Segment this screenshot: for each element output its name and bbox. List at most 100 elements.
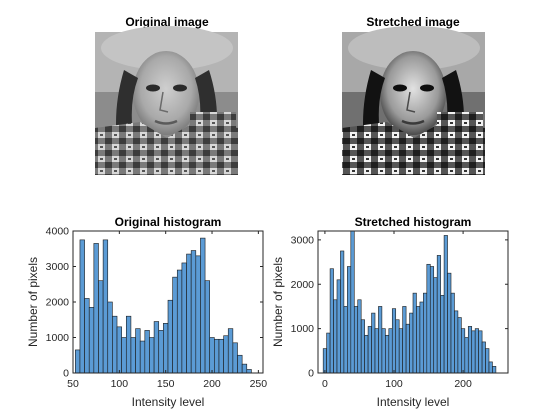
original-histogram-xtick-label-3: 200 (203, 378, 221, 390)
original-histogram-bar-8 (112, 315, 118, 374)
stretched-histogram-bar-16 (378, 306, 383, 374)
stretched-histogram-bar-48 (488, 361, 493, 374)
original-histogram-bar-3 (88, 307, 95, 374)
original-histogram-bar-11 (125, 315, 132, 374)
stretched-histogram-bar-36 (447, 272, 452, 374)
stretched-histogram-bar-33 (436, 255, 441, 374)
original-histogram-bar-33 (227, 328, 234, 374)
original-histogram-bar-23 (181, 262, 187, 374)
stretched-histogram-x-ticks: 0 100 200 (322, 231, 472, 390)
stretched-histogram-bar-10 (357, 299, 362, 374)
original-histogram-bar-5 (98, 280, 104, 374)
stretched-histogram-ylabel: Number of pixels (271, 257, 285, 347)
stretched-histogram-bar-46 (481, 341, 486, 374)
original-histogram-bar-6 (102, 239, 109, 374)
stretched-histogram-bar-13 (367, 326, 372, 374)
stretched-histogram-bar-25 (409, 312, 414, 374)
original-histogram-bar-10 (121, 337, 127, 374)
stretched-histogram-xtick-label-0: 0 (322, 378, 328, 390)
stretched-histogram-ytick-label-1: 1000 (291, 323, 315, 335)
stretched-histogram-bar-40 (461, 328, 466, 374)
original-histogram-bar-32 (223, 335, 229, 374)
stretched-histogram-bar-45 (478, 330, 483, 374)
original-histogram-bar-2 (84, 298, 90, 374)
original-histogram-bar-37 (246, 369, 252, 374)
original-histogram-xtick-label-4: 250 (250, 378, 268, 390)
original-histogram-ytick-label-3: 3000 (46, 261, 70, 273)
original-histogram-bar-29 (209, 337, 215, 374)
original-histogram-bar-30 (214, 338, 220, 374)
stretched-histogram-bar-32 (433, 277, 438, 374)
stretched-histogram-bar-9 (353, 306, 359, 374)
stretched-image-title: Stretched image (366, 15, 460, 29)
original-histogram-bar-16 (149, 337, 155, 374)
original-histogram-bar-22 (176, 269, 183, 374)
original-histogram-xlabel: Intensity level (132, 395, 205, 409)
stretched-histogram-bar-42 (467, 326, 473, 374)
original-histogram-bar-9 (116, 326, 122, 374)
original-image-title: Original image (125, 15, 209, 29)
stretched-histogram-bar-17 (381, 328, 386, 374)
stretched-histogram-y-ticks: 0 1000 2000 3000 (291, 234, 508, 380)
stretched-histogram-bar-44 (474, 328, 479, 374)
original-histogram-xtick-label-2: 150 (157, 378, 175, 390)
original-histogram-ytick-label-0: 0 (63, 368, 69, 380)
stretched-histogram-bar-2 (329, 268, 334, 374)
stretched-histogram-bar-15 (374, 328, 379, 374)
stretched-histogram-title: Stretched histogram (355, 215, 472, 229)
original-histogram-bar-24 (186, 253, 192, 374)
original-histogram-bar-15 (144, 330, 150, 374)
stretched-histogram-bar-1 (326, 332, 331, 374)
original-histogram-ytick-label-4: 4000 (46, 226, 70, 238)
original-histogram-bar-34 (232, 342, 238, 374)
original-histogram-bar-21 (172, 276, 178, 374)
stretched-histogram-bar-8 (350, 230, 355, 374)
original-histogram-ytick-label-1: 1000 (46, 332, 70, 344)
stretched-histogram-bar-20 (391, 308, 397, 374)
stretched-histogram-bar-19 (388, 328, 393, 374)
original-histogram-bar-28 (204, 280, 211, 374)
stretched-image (342, 26, 485, 175)
stretched-histogram-ytick-label-3: 3000 (291, 234, 315, 246)
stretched-histogram-bar-26 (412, 292, 417, 374)
stretched-histogram-bar-34 (440, 295, 445, 374)
original-histogram-bar-27 (200, 237, 206, 374)
stretched-histogram-bar-47 (485, 348, 490, 374)
stretched-histogram-bar-35 (443, 235, 448, 374)
stretched-histogram-bar-49 (492, 366, 497, 374)
original-histogram-bar-13 (135, 328, 141, 374)
stretched-histogram-ytick-label-2: 2000 (291, 279, 315, 291)
original-histogram-xtick-label-0: 50 (67, 378, 79, 390)
stretched-histogram-bar-22 (398, 328, 403, 374)
stretched-histogram-xtick-label-2: 200 (454, 378, 472, 390)
original-histogram-bar-17 (153, 321, 160, 374)
stretched-histogram-bar-29 (423, 292, 428, 374)
original-histogram-xtick-label-1: 100 (111, 378, 129, 390)
stretched-histogram-bar-24 (405, 323, 410, 374)
original-histogram-bar-12 (130, 337, 136, 374)
stretched-histogram-bar-0 (322, 348, 327, 374)
stretched-histogram-bar-14 (371, 312, 376, 374)
original-histogram-bar-7 (107, 301, 113, 374)
stretched-image-panel: Stretched image (342, 15, 485, 175)
original-histogram-bar-19 (163, 322, 169, 374)
original-histogram-bars (75, 237, 252, 374)
stretched-histogram-bar-12 (364, 334, 369, 374)
stretched-histogram-bar-7 (347, 266, 352, 374)
original-histogram-bar-14 (139, 340, 146, 374)
stretched-histogram-bar-27 (416, 306, 421, 374)
original-histogram-bar-1 (79, 239, 85, 374)
stretched-histogram-axes-box (317, 230, 509, 374)
stretched-histogram-bar-5 (340, 250, 345, 374)
stretched-histogram-xtick-label-1: 100 (385, 378, 403, 390)
original-histogram-bar-36 (241, 363, 248, 374)
original-histogram-y-ticks: 0 1000 2000 3000 4000 (46, 226, 263, 380)
stretched-histogram-bar-31 (429, 266, 435, 374)
stretched-histogram: Stretched histogram 0 100 200 0 1000 2000 300… (271, 215, 509, 409)
stretched-histogram-bar-23 (402, 306, 407, 374)
original-histogram-bar-25 (190, 250, 197, 374)
original-histogram-bar-31 (218, 338, 224, 374)
stretched-histogram-bar-3 (333, 299, 338, 374)
stretched-histogram-bar-41 (464, 337, 469, 374)
